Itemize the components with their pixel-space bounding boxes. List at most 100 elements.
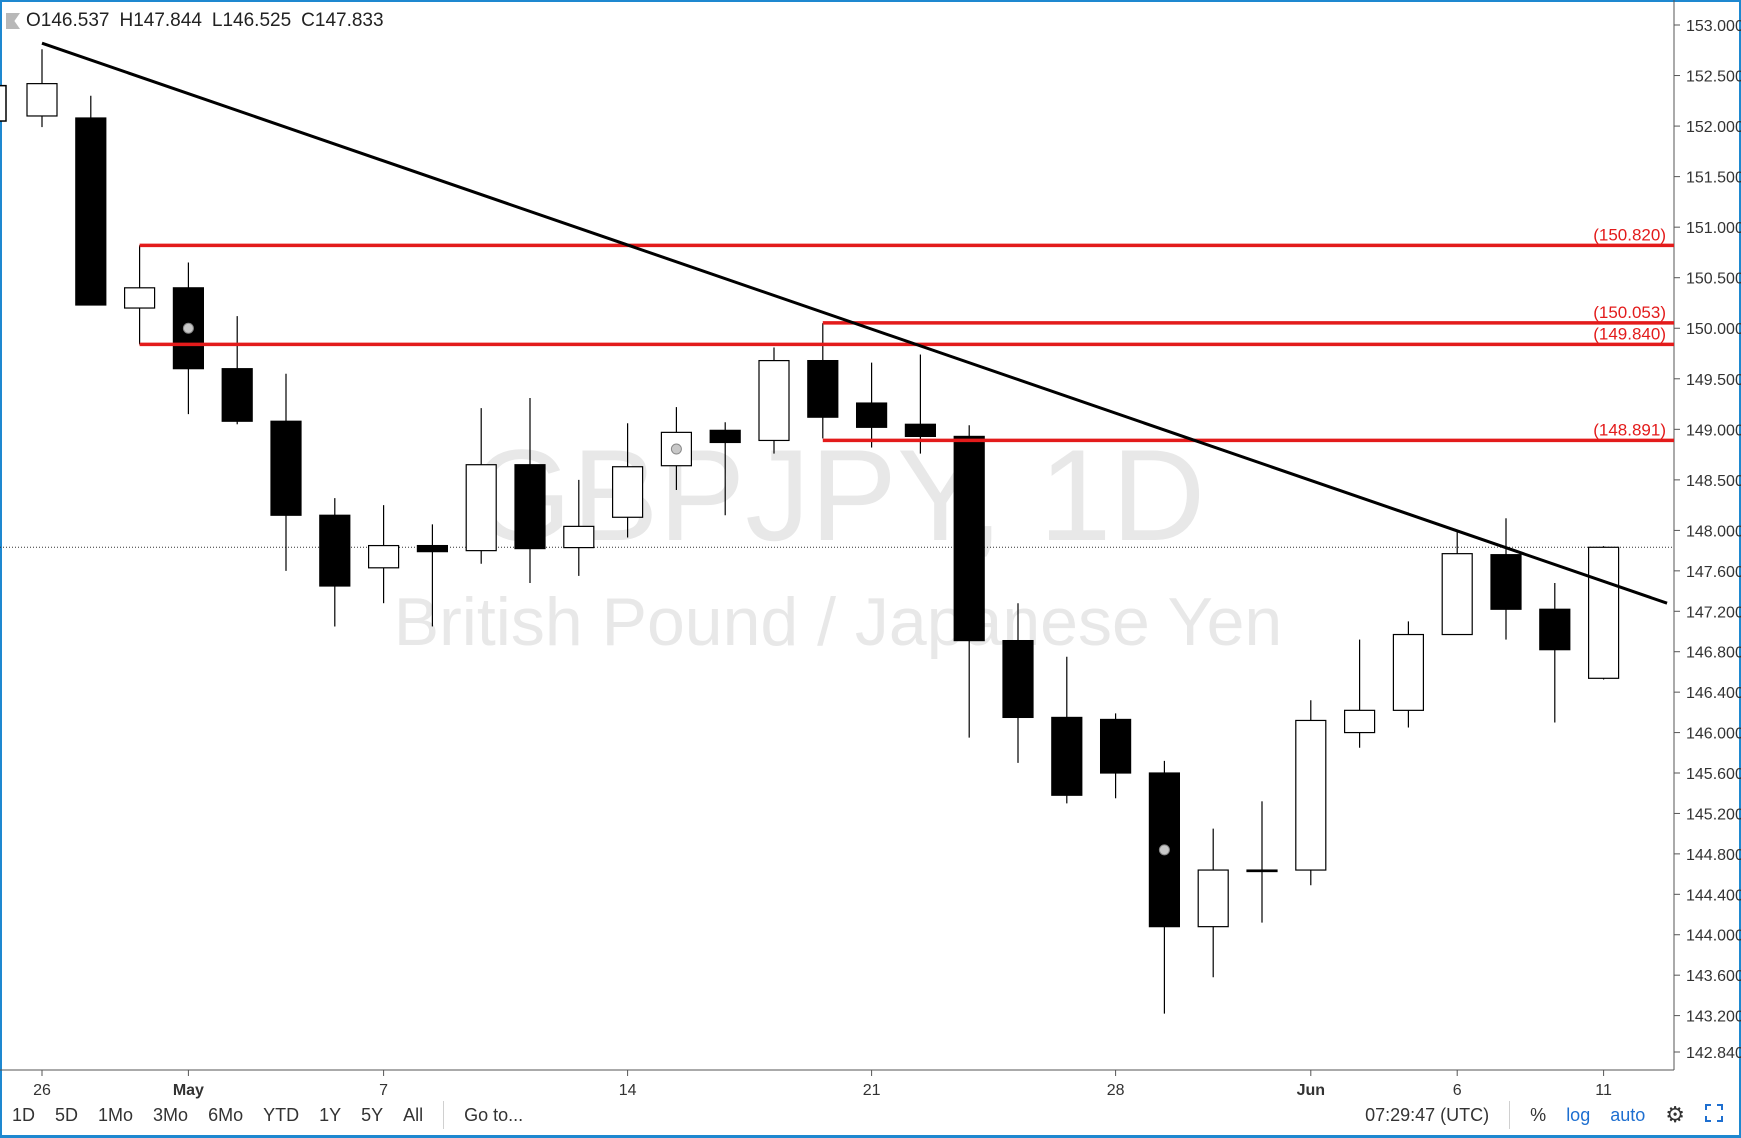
candle-down: [1099, 718, 1132, 774]
candle-up: [465, 464, 497, 552]
toolbar-right: 07:29:47 (UTC) % log auto ⚙: [1355, 1095, 1733, 1135]
candle-down: [416, 544, 448, 553]
candle-marker: [670, 443, 682, 455]
y-tick-label: 144.000: [1686, 928, 1741, 945]
candle-up: [1295, 719, 1327, 871]
flag-icon[interactable]: [6, 13, 20, 29]
range-1d-button[interactable]: 1D: [12, 1104, 36, 1125]
bottom-toolbar: 1D 5D 1Mo 3Mo 6Mo YTD 1Y 5Y All Go to...…: [2, 1095, 1739, 1135]
legend-close-value: 147.833: [314, 10, 384, 31]
candle-down: [270, 420, 302, 516]
x-tick-label: 11: [1595, 1082, 1612, 1099]
x-tick-label: 14: [619, 1082, 637, 1099]
y-tick-label: 149.000: [1686, 422, 1741, 439]
log-toggle[interactable]: log: [1566, 1104, 1591, 1125]
y-tick-label: 147.200: [1686, 604, 1741, 621]
candle-up: [123, 287, 156, 309]
x-tick-label: 7: [379, 1082, 388, 1099]
y-tick-label: 152.500: [1686, 69, 1741, 86]
y-tick-label: 143.200: [1686, 1009, 1741, 1026]
y-tick-label: 144.800: [1686, 847, 1741, 864]
y-tick-label: 152.000: [1686, 119, 1741, 136]
candle-down: [1051, 716, 1083, 796]
candle-up: [611, 466, 644, 518]
y-tick-label: 145.600: [1686, 766, 1741, 783]
candle-down: [1002, 639, 1034, 719]
candle-partial: [0, 84, 7, 122]
x-tick-label: 26: [33, 1082, 51, 1099]
legend-open-value: 146.537: [40, 10, 110, 31]
candle-down: [221, 368, 253, 422]
toolbar-divider: [1509, 1101, 1511, 1129]
candle-up: [26, 83, 58, 117]
y-tick-label: 153.000: [1686, 18, 1741, 35]
x-tick-label: 21: [863, 1082, 881, 1099]
watermark-name: British Pound / Japanese Yen: [394, 584, 1282, 660]
candle-down: [514, 464, 546, 550]
candle-marker: [182, 322, 194, 334]
percent-toggle[interactable]: %: [1530, 1104, 1547, 1125]
y-tick-label: 145.200: [1686, 806, 1741, 823]
y-tick-label: 148.000: [1686, 523, 1741, 540]
candle-up: [758, 359, 790, 442]
candle-down: [953, 435, 985, 642]
gear-icon[interactable]: ⚙: [1665, 1102, 1685, 1127]
auto-toggle[interactable]: auto: [1610, 1104, 1646, 1125]
candle-down: [807, 359, 839, 418]
y-tick-label: 146.800: [1686, 645, 1741, 662]
price-level-label: (148.891): [1593, 420, 1666, 439]
candle-up: [1197, 869, 1229, 928]
y-tick-label: 149.500: [1686, 372, 1741, 389]
candle-down: [1490, 554, 1522, 610]
candle-up: [1343, 709, 1376, 734]
clock-time[interactable]: 07:29:47 (UTC): [1365, 1104, 1490, 1125]
candle-down: [1246, 869, 1278, 873]
candle-down: [319, 514, 351, 587]
goto-button[interactable]: Go to...: [464, 1104, 524, 1125]
y-tick-label: 151.500: [1686, 170, 1741, 187]
y-tick-label: 143.600: [1686, 968, 1741, 985]
range-ytd-button[interactable]: YTD: [263, 1104, 300, 1125]
candle-down: [904, 423, 937, 438]
x-tick-label: 6: [1453, 1082, 1462, 1099]
legend-open-label: O: [26, 10, 41, 31]
candle-up: [1441, 553, 1473, 636]
trendline: [41, 41, 1668, 605]
x-tick-label: 28: [1107, 1082, 1125, 1099]
y-tick-label: 147.600: [1686, 564, 1741, 581]
candle-down: [1539, 608, 1571, 651]
fullscreen-icon[interactable]: [1695, 1103, 1733, 1127]
candle-down: [75, 117, 107, 306]
candle-down: [709, 429, 741, 444]
y-tick-label: 148.500: [1686, 473, 1741, 490]
y-tick-label: 142.840: [1686, 1045, 1741, 1062]
range-5y-button[interactable]: 5Y: [361, 1104, 384, 1125]
price-level-label: (150.820): [1593, 225, 1666, 244]
y-tick-label: 146.000: [1686, 726, 1741, 743]
range-1y-button[interactable]: 1Y: [319, 1104, 342, 1125]
candle-up: [368, 544, 400, 569]
legend-close-label: C: [301, 10, 315, 31]
price-level-label: (149.840): [1593, 324, 1666, 343]
legend-low-value: 146.525: [222, 10, 292, 31]
y-tick-label: 146.400: [1686, 685, 1741, 702]
legend-high-label: H: [119, 10, 134, 31]
candle-up: [1392, 633, 1425, 711]
candle-up: [1587, 546, 1620, 679]
range-6mo-button[interactable]: 6Mo: [208, 1104, 244, 1125]
price-level-label: (150.053): [1593, 303, 1666, 322]
range-1mo-button[interactable]: 1Mo: [98, 1104, 134, 1125]
candle-marker: [1158, 844, 1170, 856]
range-5d-button[interactable]: 5D: [55, 1104, 79, 1125]
range-3mo-button[interactable]: 3Mo: [153, 1104, 189, 1125]
y-tick-label: 144.400: [1686, 887, 1741, 904]
x-tick-label: May: [173, 1082, 204, 1099]
x-tick-label: Jun: [1297, 1082, 1325, 1099]
legend-low-label: L: [211, 10, 223, 31]
y-tick-label: 151.000: [1686, 220, 1741, 237]
y-tick-label: 150.500: [1686, 271, 1741, 288]
legend-high-value: 147.844: [133, 10, 202, 31]
range-all-button[interactable]: All: [403, 1104, 424, 1125]
